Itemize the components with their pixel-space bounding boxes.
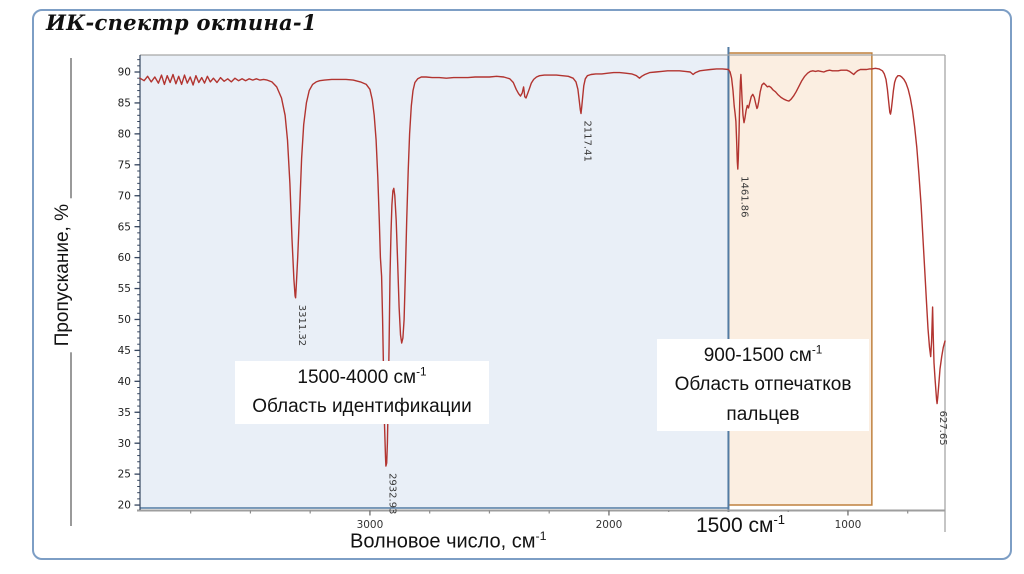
y-tick-label: 20 (118, 500, 131, 512)
y-tick-label: 75 (118, 159, 131, 171)
peak-labels: 3311.32 2932.93 2117.41 1461.86 627.65 (296, 120, 948, 514)
axis-ticks: 90 85 80 75 70 65 60 55 50 45 40 35 30 25 20 3000 2000 10… (118, 59, 909, 531)
identification-region (140, 55, 729, 508)
y-tick-label: 60 (118, 252, 131, 264)
x-tick-label: 1000 (835, 519, 862, 531)
fingerprint-label-line2: Область отпечатков (674, 374, 852, 396)
y-tick-label: 85 (118, 98, 131, 110)
x-marker-1500: 1500 см-1 (668, 512, 813, 538)
peak-label-627.65: 627.65 (937, 411, 948, 446)
y-tick-label: 40 (118, 376, 131, 388)
highlight-regions (140, 47, 873, 532)
spectrum-line (139, 67, 946, 467)
spectrum-curve (139, 67, 946, 467)
y-tick-label: 90 (118, 67, 131, 79)
fingerprint-region-note: 900-1500 см-1 Область отпечатков пальцев (657, 339, 869, 432)
identification-range: 1500-4000 см-1 (297, 365, 427, 388)
identification-label: Область идентификации (252, 396, 472, 418)
peak-label-2117.41: 2117.41 (581, 120, 592, 161)
y-tick-label: 45 (118, 345, 131, 357)
peak-label-3311.32: 3311.32 (296, 305, 307, 346)
fingerprint-label-line3: пальцев (726, 403, 800, 425)
y-tick-label: 30 (118, 438, 131, 450)
y-tick-label: 65 (118, 221, 131, 233)
peak-label-1461.86: 1461.86 (738, 176, 749, 217)
y-tick-label: 80 (118, 128, 131, 140)
y-tick-label: 50 (118, 314, 131, 326)
y-tick-label: 35 (118, 407, 131, 419)
x-tick-label: 2000 (596, 519, 623, 531)
y-tick-label: 55 (118, 283, 131, 295)
x-axis-title: Волновое число, см-1 (350, 529, 547, 553)
y-tick-label: 25 (118, 469, 131, 481)
fingerprint-range: 900-1500 см-1 (703, 343, 823, 366)
x-tick-label: 3000 (357, 519, 384, 531)
fingerprint-region (727, 52, 873, 506)
y-tick-label: 70 (118, 190, 131, 202)
identification-region-note: 1500-4000 см-1 Область идентификации (235, 361, 489, 424)
page-title: ИК-спектр октина-1 (46, 10, 317, 35)
peak-label-2932.93: 2932.93 (386, 473, 397, 514)
